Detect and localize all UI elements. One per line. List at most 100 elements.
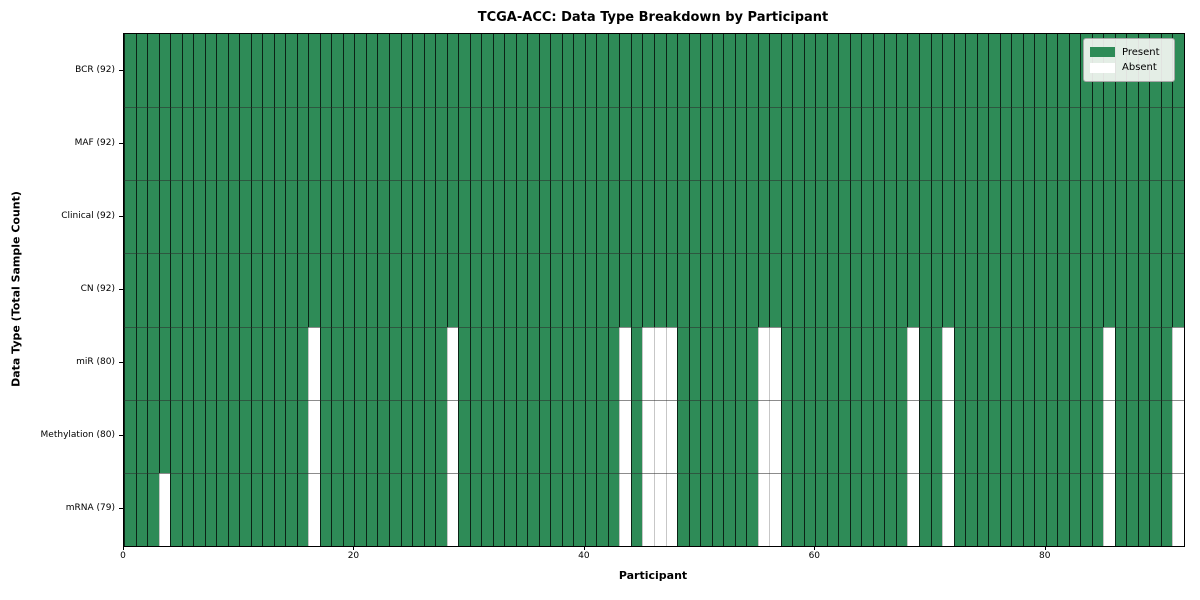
heatmap-cell (838, 472, 850, 546)
heatmap-cell (181, 472, 194, 546)
heatmap-cell (630, 472, 643, 546)
heatmap-cell (665, 326, 678, 400)
heatmap-cell (872, 180, 885, 254)
heatmap-cell (872, 399, 885, 473)
heatmap-cell (158, 399, 171, 473)
heatmap-cell (1126, 326, 1138, 400)
heatmap-cell (1068, 472, 1081, 546)
heatmap-cell (815, 472, 827, 546)
heatmap-cell (469, 180, 482, 254)
heatmap-cell (550, 472, 562, 546)
heatmap-cell (596, 34, 608, 108)
heatmap-cell (942, 399, 954, 473)
heatmap-cell (1034, 399, 1046, 473)
heatmap-cell (1045, 399, 1058, 473)
heatmap-cell (435, 180, 447, 254)
heatmap-cell (1080, 326, 1092, 400)
heatmap-cell (573, 180, 585, 254)
heatmap-cell (665, 34, 678, 108)
heatmap-cell (884, 107, 896, 181)
heatmap-cell (181, 253, 194, 327)
heatmap-cell (412, 326, 424, 400)
heatmap-cell (826, 399, 839, 473)
heatmap-cell (573, 34, 585, 108)
heatmap-cell (999, 253, 1012, 327)
heatmap-cell (412, 253, 424, 327)
heatmap-cell (170, 472, 182, 546)
heatmap-cell (204, 326, 217, 400)
heatmap-cell (147, 253, 159, 327)
absent-swatch-icon (1090, 62, 1115, 73)
heatmap-cell (561, 253, 574, 327)
heatmap-cell (504, 107, 516, 181)
heatmap-cell (481, 326, 493, 400)
heatmap-cell (216, 34, 228, 108)
heatmap-cell (515, 399, 528, 473)
heatmap-cell (147, 472, 159, 546)
heatmap-cell (1160, 253, 1173, 327)
heatmap-cell (780, 399, 793, 473)
heatmap-cell (273, 253, 286, 327)
heatmap-cell (262, 253, 274, 327)
heatmap-cell (734, 399, 747, 473)
x-axis-label: Participant (618, 569, 688, 582)
heatmap-cell (527, 326, 539, 400)
heatmap-cell (227, 399, 240, 473)
heatmap-cell (1091, 326, 1104, 400)
heatmap-cell (988, 472, 1000, 546)
heatmap-cell (665, 107, 678, 181)
heatmap-cell (953, 107, 966, 181)
heatmap-cell (688, 34, 701, 108)
heatmap-cell (919, 399, 931, 473)
heatmap-cell (792, 326, 804, 400)
heatmap-cell (642, 326, 654, 400)
heatmap-cell (365, 180, 378, 254)
heatmap-cell (400, 326, 413, 400)
heatmap-cell (181, 326, 194, 400)
heatmap-cell (815, 326, 827, 400)
heatmap-cell (158, 253, 171, 327)
heatmap-cell (319, 472, 332, 546)
heatmap-cell (435, 253, 447, 327)
heatmap-cell (849, 326, 862, 400)
heatmap-cell (769, 326, 781, 400)
heatmap-cell (942, 326, 954, 400)
heatmap-cell (1126, 107, 1138, 181)
y-tick-mark (119, 69, 123, 71)
heatmap-cell (734, 326, 747, 400)
heatmap-cell (377, 399, 389, 473)
heatmap-cell (158, 326, 171, 400)
heatmap-cell (930, 472, 943, 546)
heatmap-cell (780, 34, 793, 108)
heatmap-cell (792, 399, 804, 473)
heatmap-cell (342, 399, 355, 473)
heatmap-cell (1126, 472, 1138, 546)
heatmap-cell (296, 180, 309, 254)
row-separator-line (124, 253, 1184, 255)
heatmap-cell (630, 180, 643, 254)
heatmap-cell (769, 34, 781, 108)
heatmap-cell (919, 180, 931, 254)
heatmap-cell (227, 472, 240, 546)
heatmap-cell (204, 399, 217, 473)
heatmap-cell (988, 399, 1000, 473)
heatmap-cell (1160, 180, 1173, 254)
heatmap-cell (481, 107, 493, 181)
heatmap-cell (250, 399, 263, 473)
heatmap-cell (688, 399, 701, 473)
x-tick-mark (123, 546, 124, 550)
heatmap-cell (688, 472, 701, 546)
heatmap-cell (711, 107, 724, 181)
heatmap-cell (550, 399, 562, 473)
heatmap-cell (826, 326, 839, 400)
heatmap-cell (204, 472, 217, 546)
heatmap-cell (550, 34, 562, 108)
heatmap-cell (342, 253, 355, 327)
y-tick-mark (119, 289, 123, 290)
heatmap-cell (515, 253, 528, 327)
heatmap-cell (1137, 180, 1150, 254)
heatmap-cell (711, 253, 724, 327)
heatmap-cell (988, 34, 1000, 108)
heatmap-cell (1114, 180, 1127, 254)
heatmap-cell (423, 326, 436, 400)
